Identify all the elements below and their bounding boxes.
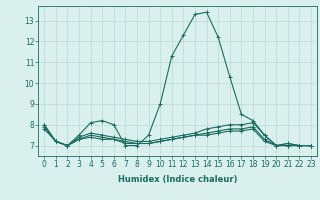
X-axis label: Humidex (Indice chaleur): Humidex (Indice chaleur) (118, 175, 237, 184)
